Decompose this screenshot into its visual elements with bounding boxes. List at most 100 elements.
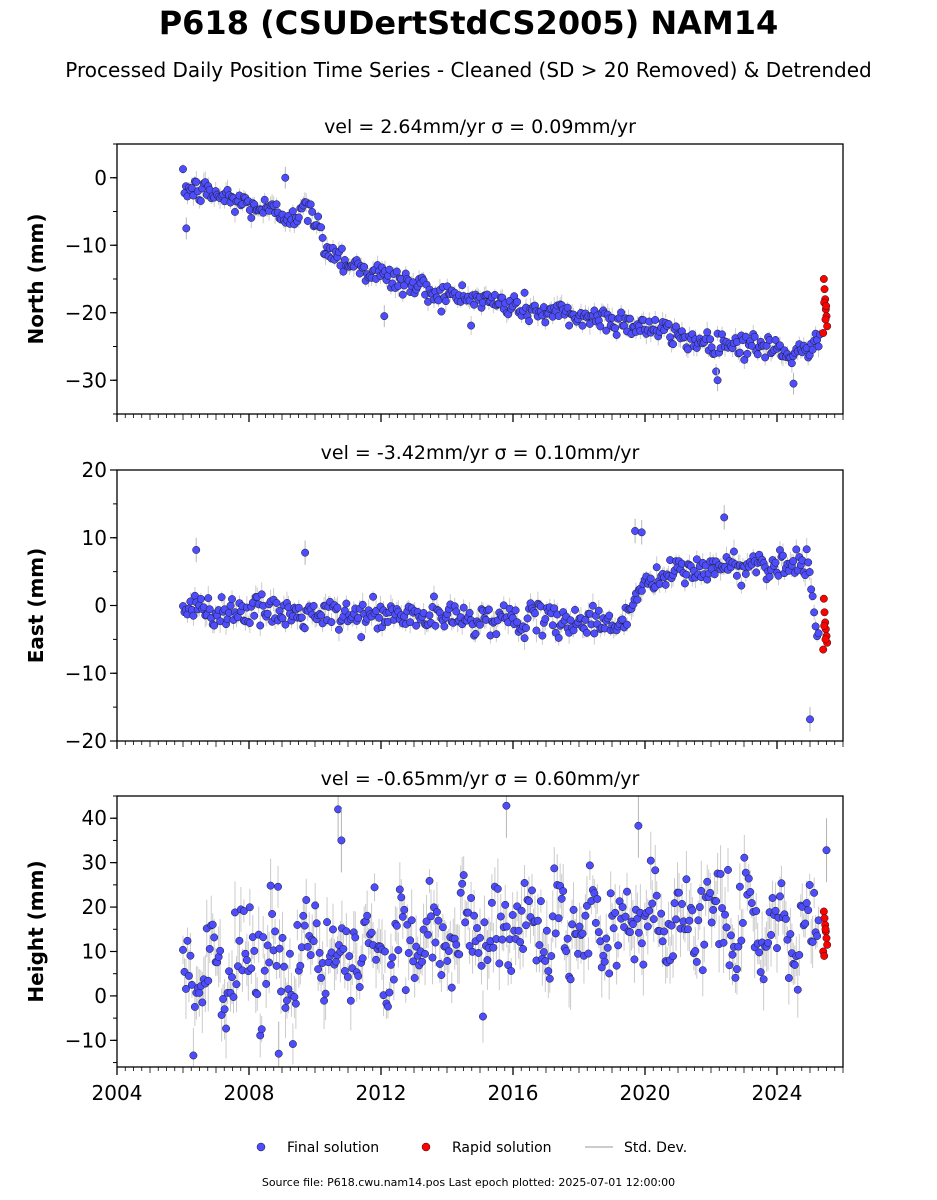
final-solution-point [792, 545, 801, 554]
final-solution-point [793, 985, 802, 994]
y-tick-label: 0 [94, 166, 107, 190]
final-solution-point [525, 897, 533, 906]
final-solution-point [645, 906, 654, 915]
final-solution-point [367, 928, 376, 937]
final-solution-point [813, 932, 822, 940]
final-solution-point [392, 267, 401, 276]
final-solution-point [404, 949, 413, 957]
final-solution-point [182, 984, 190, 993]
final-solution-point [401, 986, 410, 995]
final-solution-point [222, 1024, 231, 1033]
final-solution-point [422, 917, 431, 926]
final-solution-point [652, 563, 661, 572]
final-solution-point [675, 888, 683, 897]
final-solution-point [337, 836, 346, 845]
final-solution-point [786, 930, 795, 938]
final-solution-point [542, 926, 551, 935]
final-solution-point [612, 331, 621, 339]
final-solution-point [493, 884, 502, 893]
final-solution-point [713, 376, 722, 385]
final-solution-point [498, 935, 507, 944]
final-solution-point [611, 324, 620, 333]
rapid-solution-point [819, 329, 828, 337]
final-solution-point [612, 961, 621, 970]
final-solution-point [288, 207, 297, 216]
final-solution-point [657, 909, 666, 918]
final-solution-point [637, 939, 646, 948]
final-solution-point [602, 326, 611, 335]
final-solution-point [210, 933, 219, 942]
final-solution-point [400, 905, 409, 914]
final-solution-point [204, 976, 213, 985]
final-solution-point [626, 928, 634, 937]
final-solution-point [643, 922, 652, 931]
final-solution-point [571, 605, 579, 614]
data-layer [179, 164, 832, 395]
final-solution-point [480, 918, 489, 927]
final-solution-point [781, 914, 790, 923]
final-solution-point [513, 297, 522, 306]
final-solution-point [716, 870, 725, 878]
rapid-solution-point [821, 315, 830, 324]
final-solution-point [501, 900, 510, 909]
final-solution-point [334, 625, 343, 634]
final-solution-point [746, 888, 755, 896]
final-solution-point [735, 348, 744, 357]
final-solution-point [434, 916, 443, 925]
final-solution-point [389, 975, 398, 984]
final-solution-point [719, 938, 728, 947]
final-solution-point [306, 200, 315, 209]
final-solution-point [239, 907, 248, 915]
final-solution-point [646, 856, 655, 865]
final-solution-point [585, 861, 594, 870]
final-solution-point [706, 888, 715, 897]
final-solution-point [179, 945, 187, 954]
final-solution-point [476, 933, 484, 942]
final-solution-point [626, 314, 634, 323]
final-solution-point [718, 904, 727, 913]
final-solution-point [528, 886, 536, 895]
final-solution-point [630, 955, 639, 964]
rapid-solution-point [820, 621, 829, 630]
final-solution-point [667, 921, 676, 930]
final-solution-point [611, 908, 620, 917]
final-solution-point [296, 961, 305, 970]
final-solution-point [247, 213, 256, 222]
rapid-solution-point [822, 302, 831, 310]
final-solution-point [683, 345, 692, 354]
final-solution-point [688, 906, 697, 915]
legend-label: Std. Dev. [624, 1140, 687, 1156]
final-solution-point [467, 894, 476, 902]
final-solution-point [729, 547, 738, 556]
final-solution-point [771, 906, 780, 915]
final-solution-point [548, 621, 557, 630]
final-solution-point [802, 899, 811, 907]
final-solution-point [559, 887, 568, 896]
final-solution-point [410, 974, 419, 982]
final-solution-point [591, 918, 600, 927]
final-solution-point [637, 528, 646, 537]
final-solution-point [339, 945, 348, 953]
final-solution-point [741, 570, 750, 578]
legend: Final solution Rapid solution Std. Dev. [256, 1140, 687, 1156]
final-solution-point [621, 912, 630, 921]
final-solution-point [260, 966, 269, 975]
final-solution-point [277, 987, 285, 996]
final-solution-point [550, 864, 559, 873]
final-solution-point [412, 621, 421, 630]
final-solution-point [495, 959, 504, 968]
final-solution-point [268, 910, 277, 918]
final-solution-point [220, 1005, 229, 1014]
final-solution-point [807, 585, 816, 594]
final-solution-point [761, 353, 770, 362]
rapid-solution-point [823, 322, 832, 331]
final-solution-point [216, 946, 225, 955]
final-solution-point [541, 318, 550, 327]
final-solution-point [535, 941, 544, 949]
final-solution-point [669, 340, 677, 349]
final-solution-point [804, 558, 813, 567]
final-solution-point [260, 195, 269, 204]
data-layer [179, 505, 832, 732]
final-solution-point [318, 233, 327, 242]
final-solution-point [789, 379, 798, 388]
